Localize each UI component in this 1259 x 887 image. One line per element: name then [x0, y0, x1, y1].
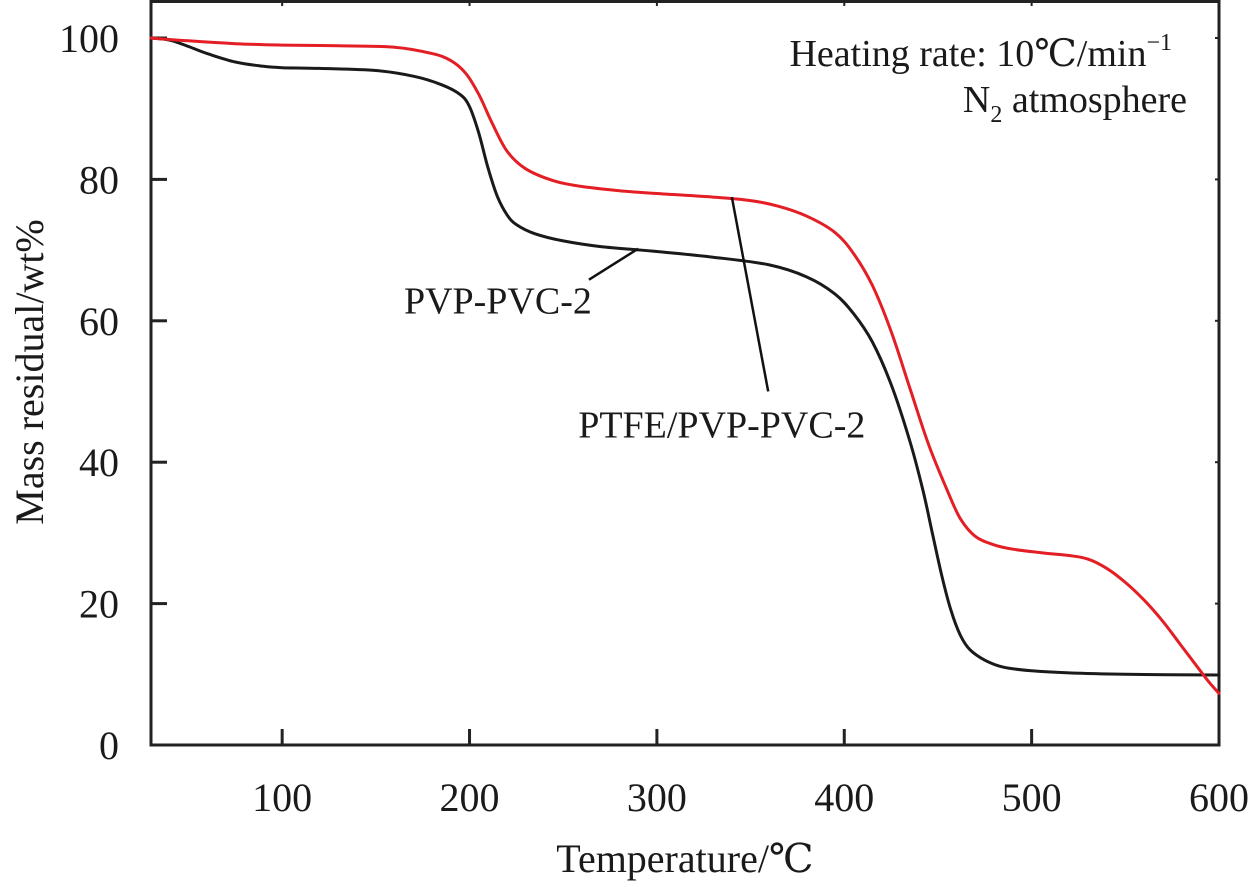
- y-tick-label: 80: [79, 157, 119, 202]
- heating-rate-exponent: −1: [1146, 30, 1172, 56]
- annotation-atmosphere: N2 atmosphere: [963, 79, 1187, 128]
- y-axis-title: Mass residual/wt%: [7, 219, 52, 525]
- leader-line-ptfe-pvp-pvc-2: [730, 196, 770, 392]
- x-tick-label: 200: [440, 775, 500, 820]
- annotation-heating-rate: Heating rate: 10℃/min−1: [789, 30, 1172, 75]
- y-tick-label: 100: [59, 16, 119, 61]
- x-tick-label: 500: [1002, 775, 1062, 820]
- series-label-ptfe-pvp-pvc-2: PTFE/PVP-PVC-2: [578, 404, 865, 446]
- plot-border: [149, 0, 1221, 747]
- plot-frame: [149, 0, 1221, 747]
- y-tick-label: 40: [79, 440, 119, 485]
- x-tick-label: 100: [252, 775, 312, 820]
- x-tick-label: 400: [814, 775, 874, 820]
- leader-line-pvp-pvc-2: [588, 247, 639, 281]
- x-axis-title: Temperature/℃: [556, 836, 813, 881]
- y-tick-label: 60: [79, 299, 119, 344]
- x-tick-label: 600: [1189, 775, 1249, 820]
- x-tick-label: 300: [627, 775, 687, 820]
- data-curves: [149, 36, 1221, 695]
- atmosphere-rest: atmosphere: [1002, 79, 1187, 121]
- atmosphere-subscript: 2: [990, 102, 1002, 128]
- series-label-pvp-pvc-2: PVP-PVC-2: [404, 281, 592, 323]
- label-leader-lines: [588, 196, 770, 392]
- heating-rate-text: Heating rate: 10℃/min: [789, 33, 1146, 75]
- y-tick-label: 20: [79, 582, 119, 627]
- atmosphere-n: N: [963, 79, 990, 121]
- y-axis-ticks: 0 20 40 60 80 100: [59, 16, 1219, 768]
- x-axis-ticks: 100 200 300 400 500 600: [252, 1, 1249, 820]
- curve-pvp-pvc-2: [149, 36, 1221, 677]
- y-tick-label: 0: [99, 723, 119, 768]
- curve-ptfe-pvp-pvc-2: [149, 36, 1221, 695]
